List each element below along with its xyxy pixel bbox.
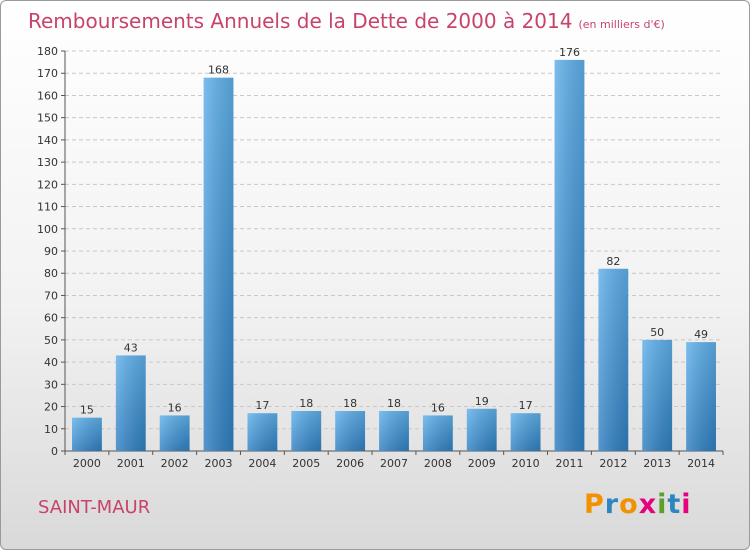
y-tick-label: 110	[37, 201, 58, 214]
commune-name: SAINT-MAUR	[38, 497, 151, 518]
x-tick-label: 2005	[292, 457, 320, 470]
data-label: 16	[168, 401, 182, 414]
y-tick-label: 0	[51, 445, 58, 458]
y-tick-label: 100	[37, 223, 58, 236]
bar-shade	[686, 342, 716, 451]
logo-letter: i	[657, 489, 668, 520]
y-tick-label: 70	[44, 289, 58, 302]
bar-shade	[510, 413, 541, 451]
x-tick-label: 2003	[205, 457, 233, 470]
bar-shade	[598, 268, 629, 451]
logo-letter: i	[681, 489, 692, 520]
data-label: 176	[559, 46, 580, 59]
logo-letter: t	[667, 489, 682, 520]
x-tick-label: 2010	[512, 457, 540, 470]
bar-shade	[203, 77, 234, 452]
data-label: 15	[80, 404, 94, 417]
x-tick-label: 2012	[599, 457, 627, 470]
data-label: 49	[694, 328, 708, 341]
data-label: 82	[606, 255, 620, 268]
bar-shade	[247, 413, 278, 451]
y-tick-label: 120	[37, 178, 58, 191]
y-tick-label: 140	[37, 134, 58, 147]
x-tick-label: 2002	[161, 457, 189, 470]
x-tick-label: 2013	[643, 457, 671, 470]
logo-letter: P	[584, 489, 605, 520]
y-tick-label: 150	[37, 112, 58, 125]
labels: 0 10 20 30 40 50 60 70 80 90 100 110 120 130 140 150 160…	[37, 45, 715, 470]
x-tick-label: 2004	[248, 457, 276, 470]
bar-shade	[159, 415, 190, 451]
x-tick-label: 2000	[73, 457, 101, 470]
bar-shade	[466, 408, 497, 451]
x-tick-label: 2009	[468, 457, 496, 470]
logo-letter: o	[619, 489, 639, 520]
data-label: 43	[124, 341, 138, 354]
x-tick-label: 2001	[117, 457, 145, 470]
x-tick-label: 2014	[687, 457, 715, 470]
data-label: 168	[208, 64, 229, 77]
y-tick-label: 50	[44, 334, 58, 347]
data-label: 17	[519, 399, 533, 412]
logo-letter: x	[638, 489, 658, 520]
data-label: 50	[650, 326, 664, 339]
y-tick-label: 130	[37, 156, 58, 169]
data-label: 19	[475, 395, 489, 408]
x-tick-label: 2008	[424, 457, 452, 470]
x-tick-label: 2011	[555, 457, 583, 470]
logo-letter: r	[604, 489, 620, 520]
proxiti-logo: Proxiti	[584, 489, 692, 520]
y-tick-label: 170	[37, 67, 58, 80]
y-tick-label: 160	[37, 89, 58, 102]
y-tick-label: 40	[44, 356, 58, 369]
chart-title-text: Remboursements Annuels de la Dette de 20…	[28, 9, 573, 33]
chart-title: Remboursements Annuels de la Dette de 20…	[28, 9, 665, 33]
y-tick-label: 60	[44, 312, 58, 325]
y-tick-label: 20	[44, 401, 58, 414]
bar-shade	[642, 339, 673, 451]
data-label: 17	[255, 399, 269, 412]
bar-shade	[291, 411, 322, 451]
bar-shade	[115, 355, 146, 451]
bar-shade	[335, 411, 366, 451]
data-label: 16	[431, 401, 445, 414]
y-tick-label: 180	[37, 45, 58, 58]
bar-shade	[379, 411, 409, 451]
bar-shade	[72, 417, 102, 451]
bars	[72, 59, 716, 452]
bar-shade	[422, 415, 453, 451]
x-tick-label: 2006	[336, 457, 364, 470]
bar-shade	[554, 59, 585, 452]
y-tick-label: 30	[44, 378, 58, 391]
y-tick-label: 10	[44, 423, 58, 436]
chart-unit: (en milliers d'€)	[578, 18, 665, 31]
y-tick-label: 90	[44, 245, 58, 258]
data-label: 18	[343, 397, 357, 410]
y-tick-label: 80	[44, 267, 58, 280]
data-label: 18	[387, 397, 401, 410]
x-tick-label: 2007	[380, 457, 408, 470]
data-label: 18	[299, 397, 313, 410]
